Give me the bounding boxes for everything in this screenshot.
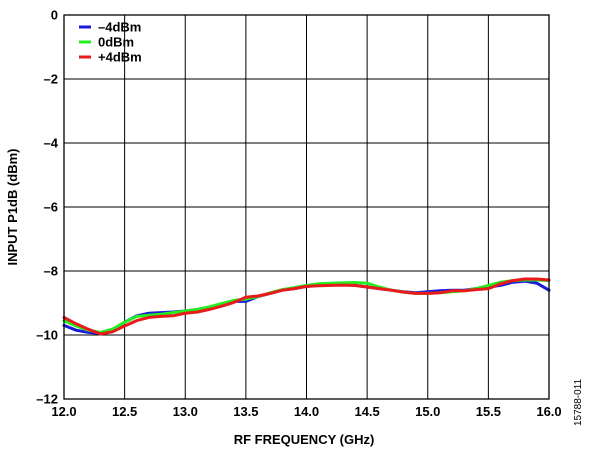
legend-label-1: 0dBm bbox=[98, 35, 134, 50]
x-tick-label: 13.0 bbox=[173, 404, 198, 419]
x-tick-label: 14.0 bbox=[294, 404, 319, 419]
x-tick-label: 16.0 bbox=[536, 404, 561, 419]
y-axis-title: INPUT P1dB (dBm) bbox=[5, 149, 20, 266]
plot-frame bbox=[63, 14, 550, 400]
x-axis-title: RF FREQUENCY (GHz) bbox=[234, 432, 375, 447]
y-tick-label: –8 bbox=[44, 264, 58, 279]
y-tick-label: –2 bbox=[44, 72, 58, 87]
x-tick-label: 14.5 bbox=[354, 404, 379, 419]
x-tick-label: 13.5 bbox=[233, 404, 258, 419]
y-tick-labels: 0 –2 –4 –6 –8 –10 –12 bbox=[36, 8, 58, 407]
x-tick-label: 15.0 bbox=[415, 404, 440, 419]
y-tick-label: –10 bbox=[36, 328, 58, 343]
x-tick-label: 12.5 bbox=[112, 404, 137, 419]
grid bbox=[63, 14, 550, 400]
y-tick-label: 0 bbox=[51, 8, 58, 23]
y-tick-label: –12 bbox=[36, 392, 58, 407]
series-line-2 bbox=[62, 277, 551, 336]
x-tick-labels: 12.0 12.5 13.0 13.5 14.0 14.5 15.0 15.5 16.0 bbox=[51, 404, 561, 419]
x-tick-label: 12.0 bbox=[51, 404, 76, 419]
x-tick-label: 15.5 bbox=[476, 404, 501, 419]
legend-label-0: –4dBm bbox=[98, 20, 141, 35]
figure-id: 15788-011 bbox=[573, 378, 584, 426]
y-tick-label: –4 bbox=[44, 136, 59, 151]
series-layer bbox=[62, 277, 551, 336]
legend-label-2: +4dBm bbox=[98, 50, 142, 65]
y-tick-label: –6 bbox=[44, 200, 58, 215]
